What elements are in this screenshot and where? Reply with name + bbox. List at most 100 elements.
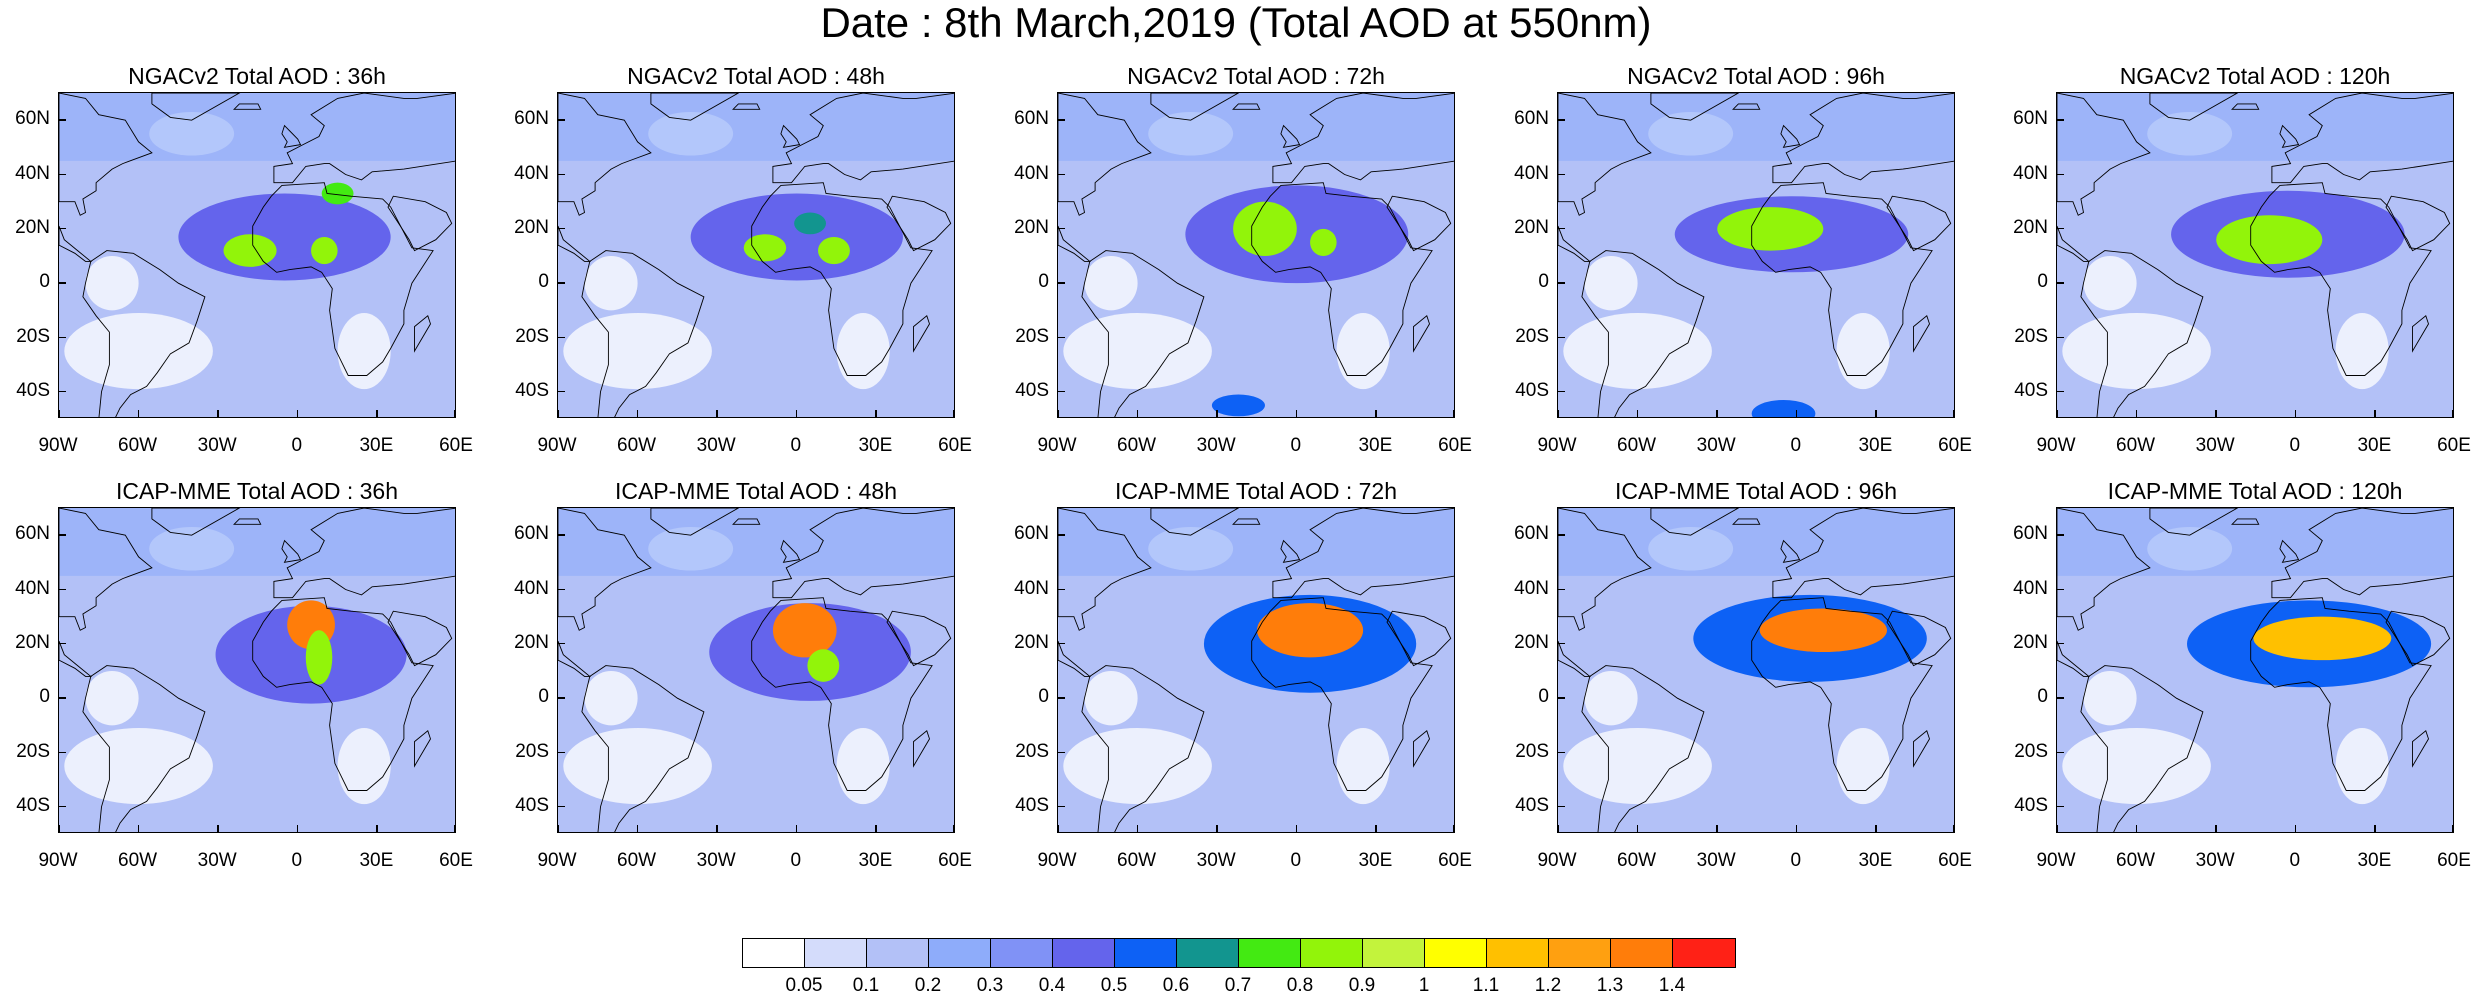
lat-tick-label: 40S	[16, 794, 50, 816]
lon-tick-label: 90W	[2036, 435, 2076, 456]
aod-map	[2056, 507, 2454, 833]
coastline	[1751, 597, 1933, 791]
lat-tick-mark	[2056, 282, 2064, 284]
lat-tick-mark	[2056, 642, 2064, 645]
lon-tick-label: 90W	[1037, 850, 1077, 871]
low-aod-patch	[2062, 728, 2211, 805]
lat-tick-label: 40S	[515, 794, 549, 816]
colorbar-tick-label: 0.05	[785, 975, 823, 996]
coastline	[1558, 93, 1652, 216]
panel-title: NGACv2 Total AOD : 120h	[2119, 63, 2391, 89]
northern-aod-belt	[59, 508, 455, 576]
lat-tick-mark	[58, 336, 66, 338]
lat-tick-mark	[2056, 805, 2064, 808]
lat-tick-mark	[557, 282, 565, 284]
colorbar	[742, 938, 1736, 968]
coastline	[1732, 518, 1761, 525]
aod-map	[1557, 92, 1955, 418]
lon-tick-mark	[137, 825, 140, 833]
lat-tick-label: 0	[39, 271, 50, 293]
lon-tick-mark	[217, 410, 219, 418]
lon-tick-mark	[557, 825, 559, 833]
lon-tick-mark	[2215, 410, 2217, 418]
lat-tick-label: 40S	[2014, 379, 2048, 401]
coastline	[558, 508, 652, 631]
coastline	[2271, 508, 2453, 599]
lon-tick-label: 30E	[1858, 435, 1893, 456]
lon-tick-mark	[1557, 825, 1559, 833]
coastline	[1650, 93, 1740, 121]
colorbar-tick-label: 0.9	[1348, 975, 1376, 996]
lat-tick-mark	[2056, 173, 2064, 175]
lon-tick-label: 90W	[2036, 850, 2076, 871]
colorbar-swatch	[1053, 939, 1115, 967]
coastline	[1280, 539, 1301, 563]
colorbar-swatch	[1487, 939, 1549, 967]
lat-tick-label: 60N	[2013, 523, 2048, 545]
coastline	[2057, 93, 2151, 216]
coastline	[732, 103, 761, 110]
lon-tick-label: 30E	[1858, 850, 1893, 871]
lon-tick-label: 0	[1290, 850, 1302, 871]
lon-tick-mark	[2294, 825, 2297, 833]
coastline	[2231, 518, 2260, 525]
lat-tick-label: 40S	[515, 379, 549, 401]
lon-tick-mark	[296, 825, 299, 833]
lat-tick-label: 20S	[16, 325, 50, 347]
lon-tick-label: 30W	[696, 435, 736, 456]
map-canvas	[2057, 93, 2453, 417]
lat-tick-mark	[557, 697, 565, 699]
lat-tick-label: 20S	[515, 325, 549, 347]
lat-tick-label: 40N	[15, 162, 50, 184]
aod-plume	[305, 630, 333, 685]
low-aod-patch	[584, 256, 638, 311]
colorbar-swatch	[1115, 939, 1177, 967]
coastline	[558, 93, 652, 216]
panel-title: NGACv2 Total AOD : 48h	[627, 63, 885, 89]
map-canvas	[1058, 508, 1454, 832]
lon-tick-mark	[1795, 410, 1798, 418]
aod-map	[2056, 92, 2454, 418]
lon-tick-label: 30E	[2357, 850, 2392, 871]
lon-tick-mark	[1057, 410, 1059, 418]
lon-tick-label: 30E	[1358, 435, 1393, 456]
aod-plume	[321, 182, 354, 205]
lat-tick-label: 0	[2037, 686, 2048, 708]
coastline	[886, 195, 952, 252]
northern-aod-belt	[1058, 508, 1454, 576]
lat-tick-label: 20S	[515, 740, 549, 762]
lon-tick-label: 60W	[617, 435, 657, 456]
lon-tick-mark	[1953, 825, 1955, 833]
lat-tick-label: 40S	[1015, 379, 1049, 401]
lat-tick-mark	[1557, 390, 1565, 393]
lat-tick-label: 60N	[1514, 523, 1549, 545]
lat-tick-mark	[1557, 534, 1565, 536]
lat-tick-label: 20N	[15, 216, 50, 238]
map-panel: ICAP-MME Total AOD : 96h 60N 40N 20N 0 20S 40S…	[1514, 480, 1972, 871]
lat-tick-mark	[1557, 588, 1565, 590]
lat-tick-label: 40S	[16, 379, 50, 401]
coastline	[1081, 250, 1205, 417]
lon-tick-mark	[795, 825, 798, 833]
lon-tick-label: 0	[1290, 435, 1302, 456]
map-canvas	[1558, 93, 1954, 417]
lon-tick-label: 90W	[537, 435, 577, 456]
lon-tick-mark	[1636, 410, 1639, 418]
lat-tick-mark	[1557, 642, 1565, 645]
lon-tick-mark	[1375, 410, 1377, 418]
lon-tick-label: 30E	[2357, 435, 2392, 456]
coastline	[281, 539, 302, 563]
coastline	[1772, 508, 1954, 599]
lon-tick-mark	[1716, 410, 1718, 418]
lon-tick-mark	[2135, 410, 2138, 418]
low-aod-patch	[836, 728, 890, 805]
coastline	[1772, 93, 1954, 184]
lon-tick-mark	[1875, 825, 1877, 833]
lon-tick-mark	[557, 410, 559, 418]
coastline	[414, 730, 431, 768]
lon-tick-mark	[1375, 825, 1377, 833]
lat-tick-mark	[2056, 119, 2064, 121]
coastline	[1272, 93, 1454, 184]
lat-tick-mark	[1057, 390, 1065, 393]
lat-tick-label: 20N	[1514, 631, 1549, 653]
